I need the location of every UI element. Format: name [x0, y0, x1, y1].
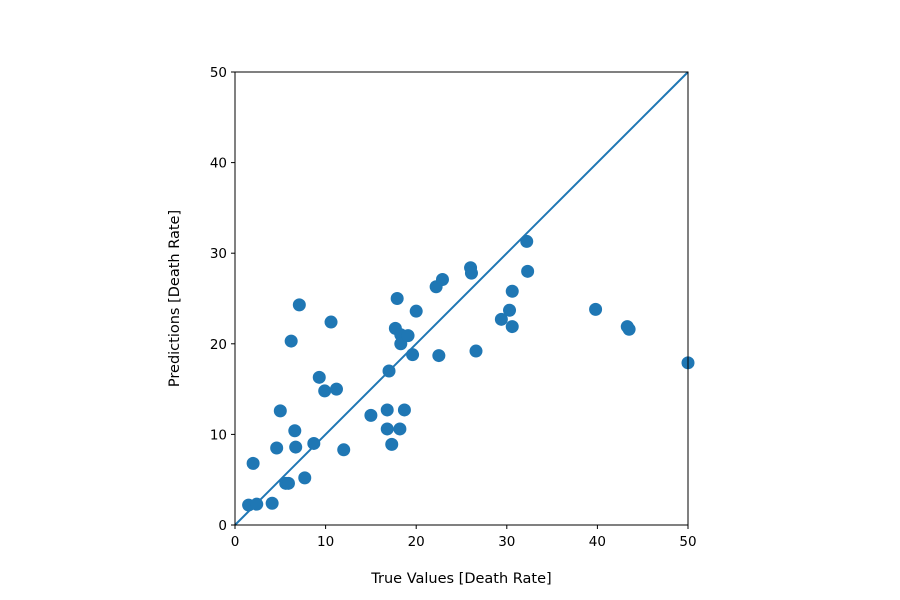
data-points-layer [242, 234, 695, 512]
x-tick-label: 50 [679, 534, 696, 550]
data-point [409, 304, 423, 318]
data-point [503, 303, 517, 317]
data-point [390, 292, 404, 305]
data-point [521, 264, 535, 278]
data-point [292, 298, 306, 312]
y-tick-label: 20 [210, 337, 227, 353]
y-tick-label: 40 [210, 156, 227, 172]
data-point [589, 302, 603, 316]
data-point [329, 382, 343, 396]
data-point [401, 329, 415, 343]
data-point [622, 322, 636, 336]
x-tick-label: 40 [589, 534, 606, 550]
data-point [464, 266, 478, 280]
x-axis-label: True Values [Death Rate] [370, 571, 551, 587]
y-tick-label: 30 [210, 246, 227, 262]
data-point [289, 440, 303, 454]
y-axis-label: Predictions [Death Rate] [167, 210, 183, 387]
data-point [318, 384, 332, 398]
data-point [265, 496, 279, 510]
data-point [288, 424, 302, 438]
data-point [380, 403, 394, 417]
data-point [284, 334, 298, 348]
data-point [281, 476, 295, 490]
plot-frame [234, 71, 689, 526]
data-point [505, 320, 519, 334]
x-tick-label: 20 [408, 534, 425, 550]
data-point [324, 315, 338, 329]
y-tick-label: 0 [218, 518, 227, 534]
data-point [406, 348, 420, 362]
data-point [505, 284, 519, 298]
x-tick-label: 30 [498, 534, 515, 550]
y-axis-ticks: 0 10 20 30 40 50 [210, 65, 235, 534]
data-point [393, 422, 407, 436]
x-tick-label: 10 [317, 534, 334, 550]
data-point [273, 404, 287, 418]
data-point [298, 471, 312, 485]
x-tick-label: 0 [231, 534, 240, 550]
data-point [469, 344, 483, 358]
y-tick-label: 50 [210, 65, 227, 81]
data-point [432, 349, 446, 363]
y-tick-label: 10 [210, 427, 227, 443]
data-point [270, 441, 284, 455]
data-point [307, 436, 321, 450]
data-point [435, 272, 449, 286]
data-point [397, 403, 411, 417]
data-point [364, 408, 378, 422]
x-axis-ticks: 0 10 20 30 40 50 [231, 525, 697, 550]
data-point [380, 422, 394, 436]
data-point [494, 312, 508, 326]
data-point [520, 234, 534, 248]
data-point [312, 370, 326, 384]
data-point [246, 456, 260, 470]
identity-line [234, 71, 689, 526]
data-point [385, 437, 399, 451]
reference-line-layer [234, 71, 689, 526]
data-point [250, 497, 264, 511]
data-point [382, 364, 396, 378]
data-point [337, 443, 351, 457]
